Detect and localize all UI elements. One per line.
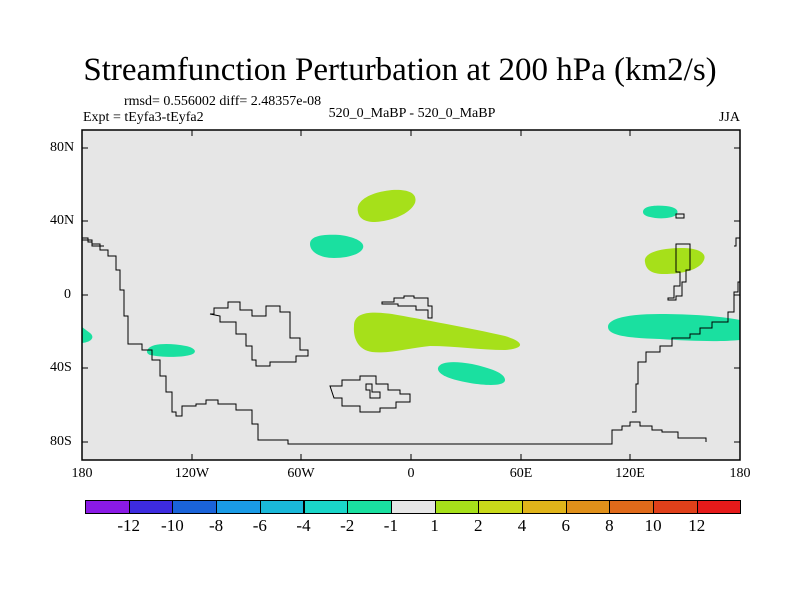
lon-tick-60e: 60E (509, 466, 533, 481)
coastline-east-edge (734, 237, 740, 247)
colorbar-swatch (216, 500, 261, 514)
colorbar-swatch (696, 500, 742, 514)
colorbar-swatch (390, 500, 436, 514)
map-background (82, 130, 740, 460)
coastline-antarctica (329, 375, 411, 413)
lat-tick-0: 0 (64, 287, 71, 302)
coastline-pacific-island (675, 213, 685, 219)
lon-tick-120w: 120W (174, 466, 210, 481)
lon-tick-0: 0 (407, 466, 415, 481)
negative-region-east-pacific (146, 344, 195, 357)
lon-tick-180e: 180 (729, 466, 751, 481)
experiment-label: Expt = tEyfa3-tEyfa2 (83, 110, 204, 125)
map-title: Streamfunction Perturbation at 200 hPa (… (83, 52, 717, 88)
positive-region-north-atlantic (357, 189, 416, 222)
coastline-australia (632, 281, 740, 413)
colorbar-label: -12 (117, 516, 141, 535)
negative-region-south-pacific (608, 314, 740, 342)
colorbar-label: 4 (517, 516, 527, 535)
colorbar-swatch (303, 500, 349, 514)
negative-region-north-pacific (643, 205, 678, 219)
coastline-greenland (82, 237, 104, 247)
lat-tick-40s: 40S (50, 360, 72, 375)
colorbar-swatch (128, 500, 174, 514)
colorbar-swatch (259, 500, 305, 514)
negative-region-mid-atlantic (310, 234, 364, 258)
colorbar-swatch (434, 500, 480, 514)
coastline-africa (209, 301, 309, 367)
coastline-americas (82, 239, 707, 445)
rmsd-diff-text: rmsd= 0.556002 diff= 2.48357e-08 (124, 94, 322, 109)
colorbar-swatch (172, 500, 218, 514)
colorbar-label: -10 (161, 516, 184, 535)
colorbar-label: -4 (296, 516, 311, 535)
coastline-antarctica-east (365, 383, 381, 399)
coastline-india-peninsula (381, 295, 433, 319)
case-label: 520_0_MaBP - 520_0_MaBP (328, 106, 496, 121)
colorbar-label: -1 (383, 516, 398, 535)
colorbar-swatch (85, 500, 130, 514)
lon-tick-180w: 180 (71, 466, 93, 481)
colorbar-label: 2 (474, 516, 483, 535)
lat-tick-80s: 80S (50, 434, 72, 449)
colorbar-label: 1 (430, 516, 439, 535)
axis-ticks (82, 130, 740, 460)
colorbar-label: 6 (561, 516, 570, 535)
colorbar-swatch (565, 500, 611, 514)
colorbar-label: 10 (644, 516, 662, 535)
colorbar-swatch (347, 500, 392, 514)
season-label: JJA (718, 110, 740, 125)
colorbar-label: 12 (688, 516, 706, 535)
colorbar-swatch (609, 500, 655, 514)
shaded-regions (82, 189, 740, 385)
coastline-east-asia (667, 243, 691, 301)
colorbar-swatch (653, 500, 698, 514)
lat-tick-80n: 80N (50, 140, 75, 155)
colorbar-swatch (522, 500, 567, 514)
colorbar-label: 8 (605, 516, 614, 535)
colorbar-label: -2 (340, 516, 355, 535)
coastlines (82, 213, 740, 445)
colorbar-swatch (478, 500, 523, 514)
colorbar-label: -6 (252, 516, 267, 535)
lon-tick-120e: 120E (615, 466, 645, 481)
lon-tick-60w: 60W (287, 466, 315, 481)
colorbar-label: -8 (209, 516, 224, 535)
positive-region-equatorial-atlantic (353, 312, 521, 353)
lat-tick-40n: 40N (50, 213, 75, 228)
negative-region-dateline-west (82, 327, 93, 343)
negative-region-south-atlantic (437, 362, 505, 385)
